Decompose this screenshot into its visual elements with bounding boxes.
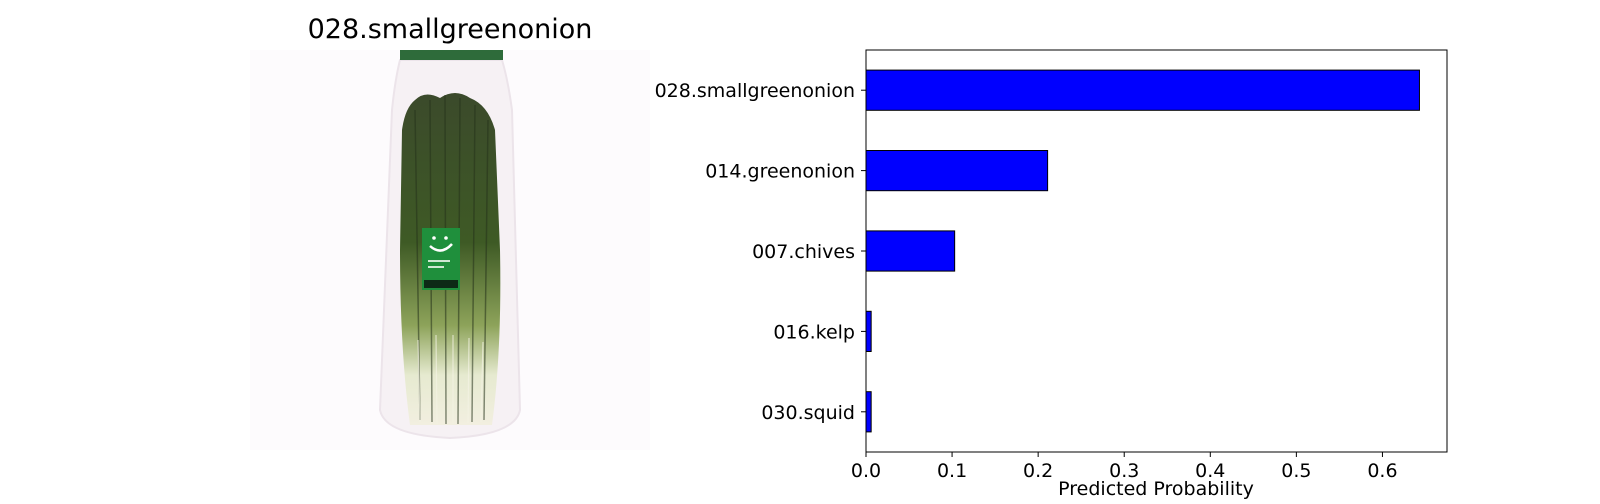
x-tick-label: 0.0 (851, 460, 881, 482)
bar-030.squid (865, 391, 872, 433)
bar-028.smallgreenonion (865, 69, 1420, 111)
stem-strands (417, 334, 484, 425)
bars-layer (865, 69, 1420, 433)
label-text-line (428, 260, 450, 262)
x-tick-label: 0.1 (937, 460, 967, 482)
x-tick-label: 0.6 (1367, 460, 1397, 482)
bar-014.greenonion (865, 150, 1049, 192)
y-tick-label: 007.chives (752, 241, 855, 263)
product-label (422, 228, 460, 290)
green-onion-photo (250, 50, 650, 450)
y-tick-label: 016.kelp (773, 321, 855, 343)
smiley-eye-right (444, 236, 448, 240)
bar-007.chives (865, 230, 956, 272)
bag-cap (400, 50, 503, 60)
label-barcode-strip (424, 280, 458, 288)
image-title: 028.smallgreenonion (307, 14, 593, 45)
label-text-line (428, 266, 444, 268)
product-photo (250, 50, 650, 450)
y-tick-label: 014.greenonion (705, 161, 855, 183)
x-axis-label: Predicted Probability (1058, 478, 1254, 500)
bar-016.kelp (865, 310, 872, 352)
x-axis: 0.0 0.1 0.2 0.3 0.4 0.5 0.6 (851, 452, 1398, 482)
smiley-icon (429, 243, 453, 252)
y-axis: 028.smallgreenonion 014.greenonion 007.chi… (655, 80, 866, 424)
x-tick-label: 0.4 (1195, 460, 1225, 482)
x-tick-label: 0.3 (1109, 460, 1139, 482)
x-tick-label: 0.5 (1281, 460, 1311, 482)
y-tick-label: 030.squid (761, 402, 855, 424)
smiley-eye-left (432, 236, 436, 240)
x-tick-label: 0.2 (1023, 460, 1053, 482)
y-tick-label: 028.smallgreenonion (655, 80, 855, 102)
